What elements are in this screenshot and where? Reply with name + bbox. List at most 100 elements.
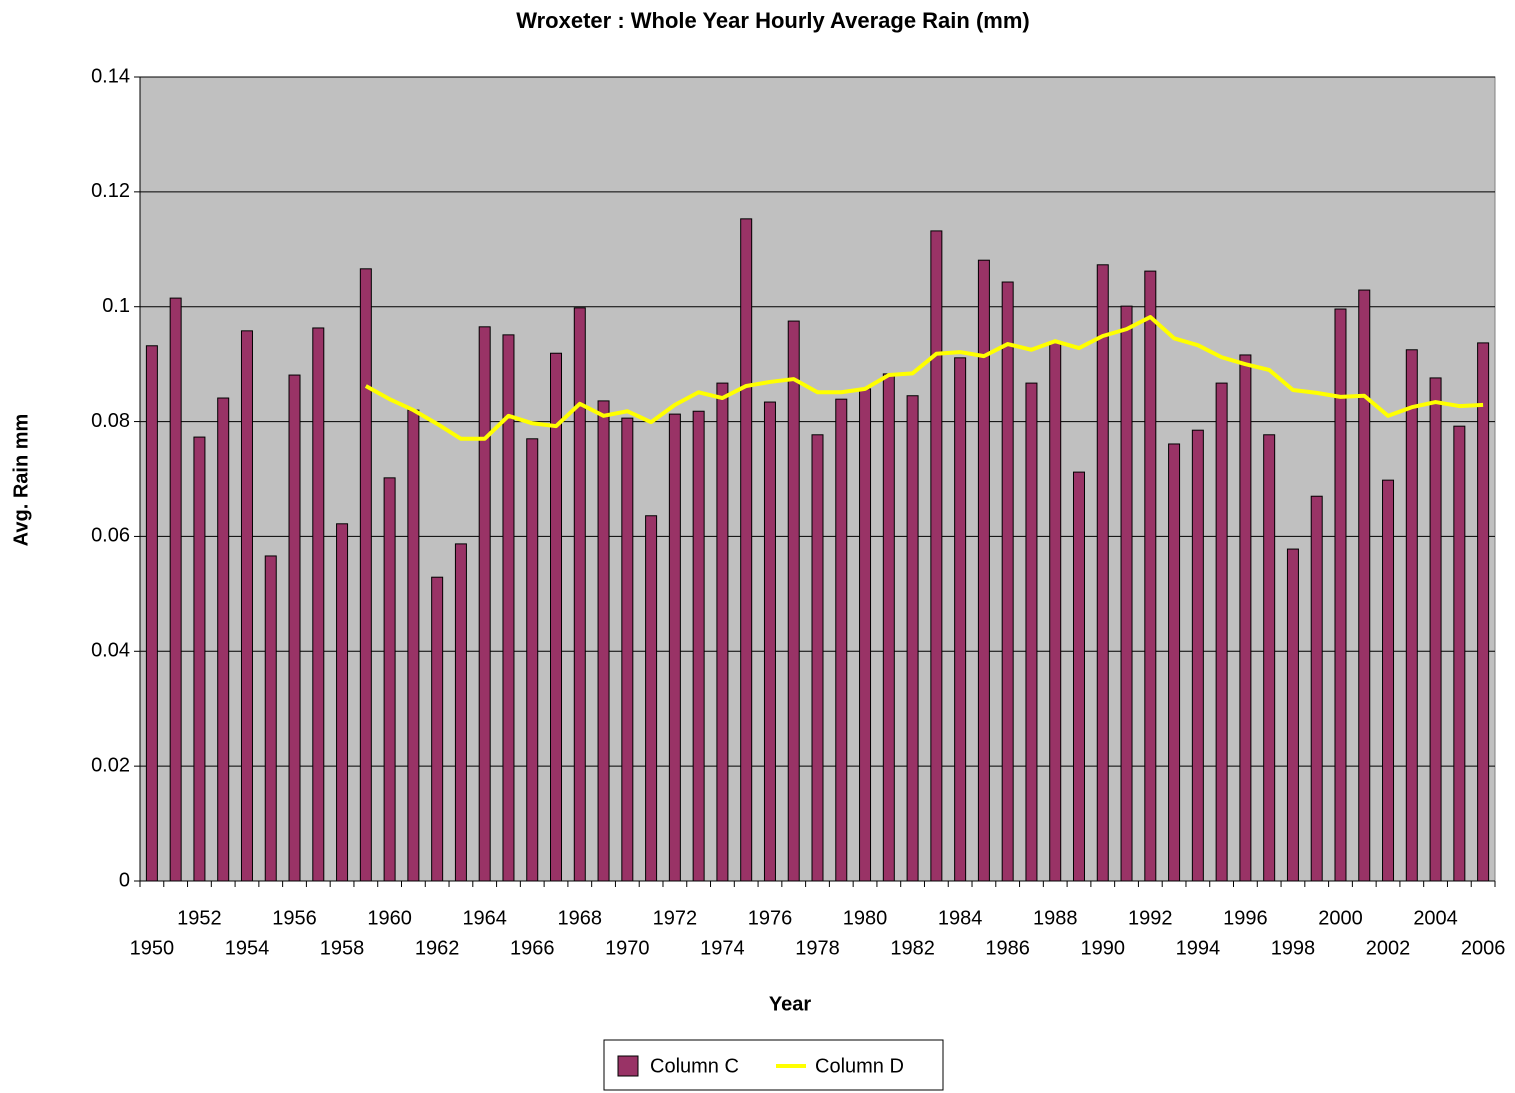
x-tick-label: 1960 <box>367 907 412 929</box>
y-axis-title: Avg. Rain mm <box>10 414 32 547</box>
bar <box>597 400 610 882</box>
x-tick-label: 1978 <box>795 937 840 959</box>
bar <box>312 327 325 882</box>
y-tick-label: 0.14 <box>91 65 130 87</box>
bar <box>1215 382 1228 882</box>
x-tick-label: 1972 <box>653 907 698 929</box>
legend-label: Column D <box>815 1055 904 1077</box>
bar <box>1429 377 1442 882</box>
bar <box>859 388 872 882</box>
bar <box>1310 495 1323 882</box>
y-tick-label: 0.06 <box>91 525 130 547</box>
bar <box>977 259 990 882</box>
bar <box>621 417 634 882</box>
x-tick-label: 1950 <box>130 937 175 959</box>
x-tick-label: 1984 <box>938 907 983 929</box>
x-tick-label: 2006 <box>1461 937 1506 959</box>
x-tick-label: 1974 <box>700 937 745 959</box>
bar <box>145 345 158 882</box>
bar <box>1072 471 1085 882</box>
bar <box>1405 349 1418 882</box>
y-tick-label: 0.04 <box>91 640 130 662</box>
x-tick-label: 2004 <box>1413 907 1458 929</box>
bar <box>668 413 681 882</box>
x-tick-label: 1956 <box>272 907 317 929</box>
bar <box>550 352 563 882</box>
y-tick-label: 0.08 <box>91 410 130 432</box>
bar <box>407 409 420 882</box>
x-tick-label: 2002 <box>1366 937 1411 959</box>
bar <box>763 401 776 882</box>
x-tick-label: 1952 <box>177 907 222 929</box>
x-tick-label: 1980 <box>843 907 888 929</box>
bar <box>431 576 444 882</box>
bar <box>930 230 943 882</box>
x-tick-label: 1994 <box>1176 937 1221 959</box>
x-tick-label: 1970 <box>605 937 650 959</box>
bar <box>1049 342 1062 882</box>
bar <box>288 374 301 882</box>
x-tick-label: 2000 <box>1318 907 1363 929</box>
y-tick-label: 0.12 <box>91 180 130 202</box>
bar <box>193 436 206 882</box>
bar <box>835 398 848 882</box>
y-tick-label: 0.1 <box>102 295 130 317</box>
x-tick-label: 1998 <box>1271 937 1316 959</box>
x-tick-label: 1986 <box>985 937 1030 959</box>
bar <box>526 438 539 882</box>
x-tick-label: 1990 <box>1081 937 1126 959</box>
x-tick-label: 1988 <box>1033 907 1078 929</box>
bar <box>454 543 467 882</box>
bar <box>336 523 349 882</box>
legend-swatch <box>617 1055 639 1077</box>
bar <box>740 218 753 882</box>
x-tick-label: 1958 <box>320 937 365 959</box>
x-tick-label: 1996 <box>1223 907 1268 929</box>
legend-box <box>603 1039 944 1091</box>
bar <box>478 326 491 882</box>
x-tick-label: 1968 <box>558 907 603 929</box>
bar <box>169 297 182 882</box>
x-tick-label: 1966 <box>510 937 555 959</box>
bar <box>1168 443 1181 882</box>
legend-label: Column C <box>650 1055 739 1077</box>
bar <box>906 395 919 882</box>
bar <box>573 307 586 882</box>
bar <box>954 357 967 882</box>
y-tick-label: 0 <box>119 869 130 891</box>
bar <box>1096 264 1109 882</box>
bar <box>716 382 729 882</box>
bar <box>1286 548 1299 882</box>
bar <box>1263 434 1276 882</box>
bar <box>1477 342 1490 882</box>
bar <box>1120 305 1133 882</box>
bar <box>811 434 824 882</box>
bar <box>1191 429 1204 882</box>
y-tick-label: 0.02 <box>91 754 130 776</box>
bar <box>240 330 253 882</box>
x-tick-label: 1982 <box>890 937 935 959</box>
bar <box>692 410 705 882</box>
bar <box>882 373 895 882</box>
bar <box>1334 308 1347 882</box>
bar <box>787 320 800 882</box>
x-tick-label: 1962 <box>415 937 460 959</box>
bar <box>1453 425 1466 882</box>
bar <box>1382 479 1395 882</box>
chart-title: Wroxeter : Whole Year Hourly Average Rai… <box>516 8 1029 33</box>
bar <box>502 334 515 882</box>
x-tick-label: 1992 <box>1128 907 1173 929</box>
x-tick-label: 1964 <box>462 907 507 929</box>
bar <box>359 268 372 882</box>
x-axis-title: Year <box>769 993 811 1015</box>
bar <box>1144 270 1157 882</box>
bar <box>645 515 658 882</box>
line <box>364 315 1484 441</box>
bar <box>383 477 396 882</box>
bar <box>217 397 230 882</box>
bar <box>1239 354 1252 882</box>
bar <box>1025 382 1038 882</box>
bar <box>1001 281 1014 882</box>
bar <box>1358 289 1371 882</box>
